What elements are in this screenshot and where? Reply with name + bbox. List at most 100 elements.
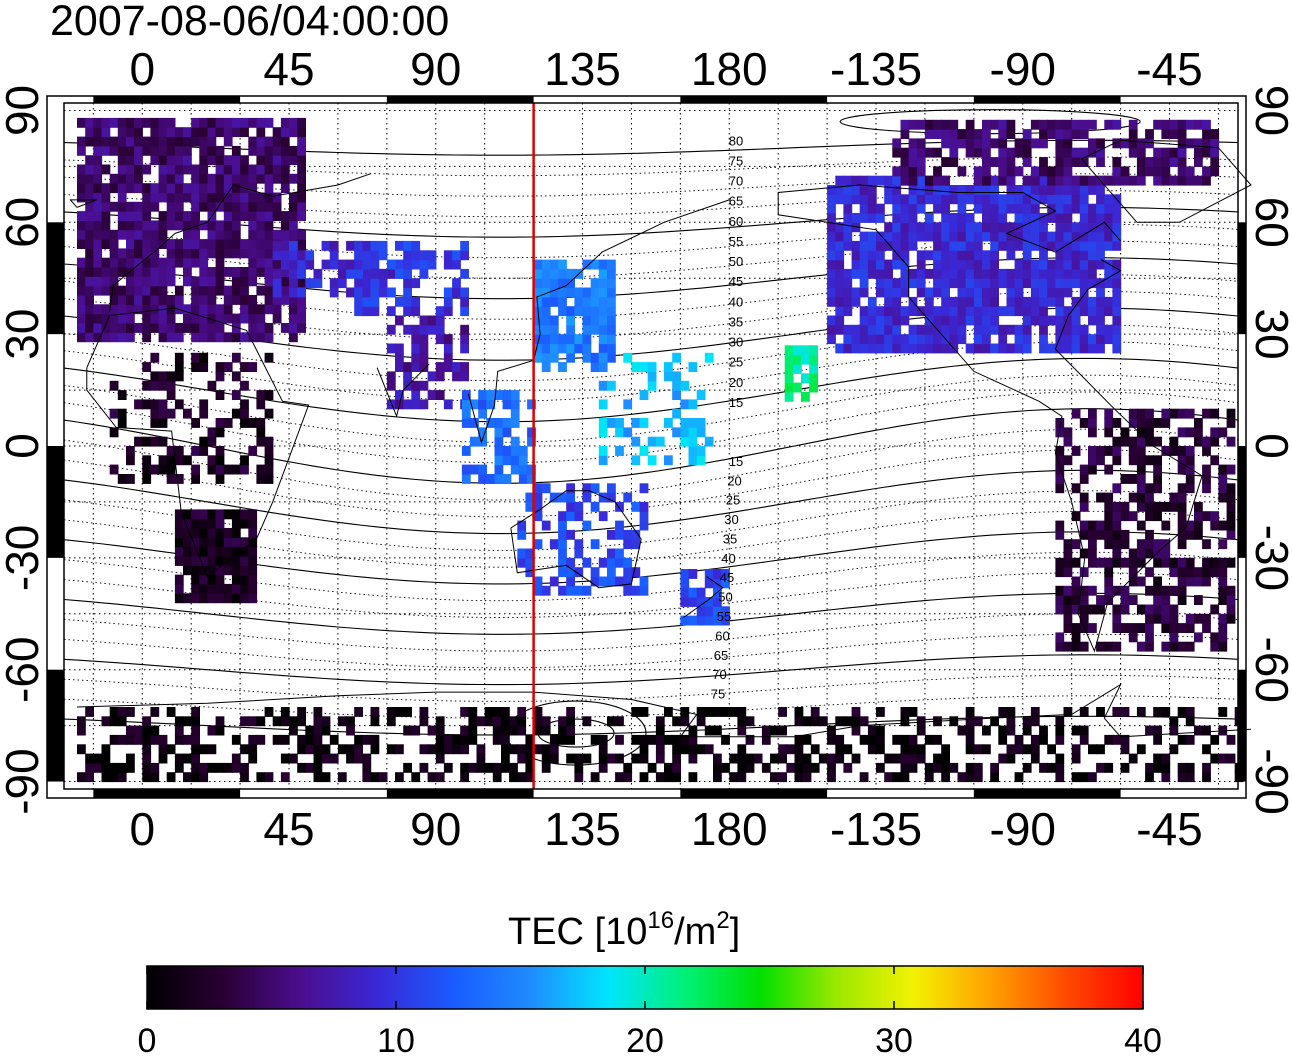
tec-cell (215, 474, 225, 484)
tec-cell (957, 278, 967, 289)
tec-cell (941, 185, 950, 195)
tec-cell (207, 528, 217, 538)
tec-cell (85, 313, 94, 324)
tec-cell (158, 455, 168, 466)
tec-cell (1039, 157, 1048, 167)
tec-cell (297, 762, 306, 773)
tec-cell (1104, 203, 1114, 214)
tec-cell (582, 585, 592, 596)
tec-cell (117, 332, 127, 343)
mlat-label-north: 55 (729, 234, 743, 249)
tec-cell (264, 201, 274, 212)
coastline (510, 490, 642, 589)
lat-tick-right: -60 (1246, 636, 1292, 702)
tec-cell (231, 371, 241, 382)
tec-cell (990, 762, 999, 773)
tec-cell (158, 220, 168, 231)
tec-cell (297, 136, 306, 147)
tec-cell (158, 332, 168, 343)
tec-cell (207, 201, 217, 212)
tec-cell (240, 164, 249, 175)
tec-cell (460, 268, 469, 279)
tec-cell (1055, 343, 1065, 354)
tec-cell (166, 117, 176, 128)
tec-cell (174, 371, 184, 382)
tec-cell (264, 248, 274, 259)
tec-cell (965, 707, 975, 717)
tec-cell (443, 362, 453, 372)
tec-cell (223, 304, 233, 315)
tec-cell (655, 725, 665, 736)
tec-cell (876, 231, 885, 242)
tec-cell (289, 250, 298, 261)
tec-cell (1022, 175, 1032, 186)
tec-cell (1185, 557, 1195, 568)
tec-cell (809, 382, 818, 393)
lon-tick-bottom: 180 (691, 803, 768, 855)
tec-cell (607, 287, 616, 298)
tec-cell (590, 772, 600, 783)
tec-cell (1079, 287, 1089, 298)
tec-cell (158, 371, 168, 382)
tec-cell (900, 716, 910, 727)
tec-cell (207, 276, 217, 287)
tec-cell (280, 323, 290, 333)
tec-cell (134, 399, 143, 410)
tec-cell (1096, 529, 1105, 540)
tec-cell (215, 267, 225, 277)
tec-cell (1104, 520, 1114, 531)
tec-cell (126, 707, 135, 717)
tec-cell (549, 539, 559, 550)
tec-cell (1128, 623, 1138, 633)
tec-cell (982, 268, 991, 279)
tec-cell (1063, 166, 1073, 177)
tec-cell (908, 147, 918, 158)
tec-cell (908, 734, 918, 745)
tec-cell (827, 315, 836, 326)
tec-cell (117, 418, 127, 428)
tec-cell (101, 211, 111, 221)
tec-cell (598, 492, 608, 503)
tec-cell (623, 576, 633, 587)
tec-cell (1145, 436, 1154, 447)
tec-cell (680, 734, 690, 745)
tec-cell (916, 716, 926, 727)
lat-tick-right: 30 (1246, 309, 1292, 360)
tec-cell (827, 296, 836, 307)
mlat-contour (63, 654, 1239, 686)
tec-cell (908, 203, 918, 214)
tec-cell (1161, 119, 1171, 130)
tec-cell (851, 753, 861, 764)
tec-cell (527, 474, 536, 484)
tec-cell (478, 427, 487, 438)
tec-cell (1145, 501, 1154, 512)
tec-cell (452, 287, 461, 298)
tec-cell (207, 546, 217, 557)
tec-cell (329, 734, 339, 745)
tec-cell (256, 117, 266, 128)
tec-cell (223, 220, 233, 231)
tec-cell (867, 343, 877, 354)
tec-cell (1112, 501, 1122, 512)
tec-cell (794, 744, 804, 755)
tec-cell (256, 136, 266, 147)
frame-bar-top (680, 96, 828, 103)
tec-cell (183, 537, 192, 548)
tec-cell (411, 278, 421, 289)
tec-cell (183, 734, 192, 745)
tec-cell (737, 707, 747, 717)
tec-cell (892, 175, 902, 186)
lon-tick-bottom: 45 (263, 803, 314, 855)
tec-cell (1006, 278, 1016, 289)
tec-cell (916, 343, 926, 354)
tec-cell (908, 175, 918, 186)
tec-cell (1202, 138, 1211, 149)
tec-cell (1006, 287, 1016, 298)
tec-cell (411, 250, 421, 261)
tec-cell (851, 296, 861, 307)
tec-cell (949, 268, 959, 279)
tec-cell (916, 725, 926, 736)
tec-cell (101, 716, 111, 727)
tec-cell (990, 175, 999, 186)
tec-cell (183, 220, 192, 231)
